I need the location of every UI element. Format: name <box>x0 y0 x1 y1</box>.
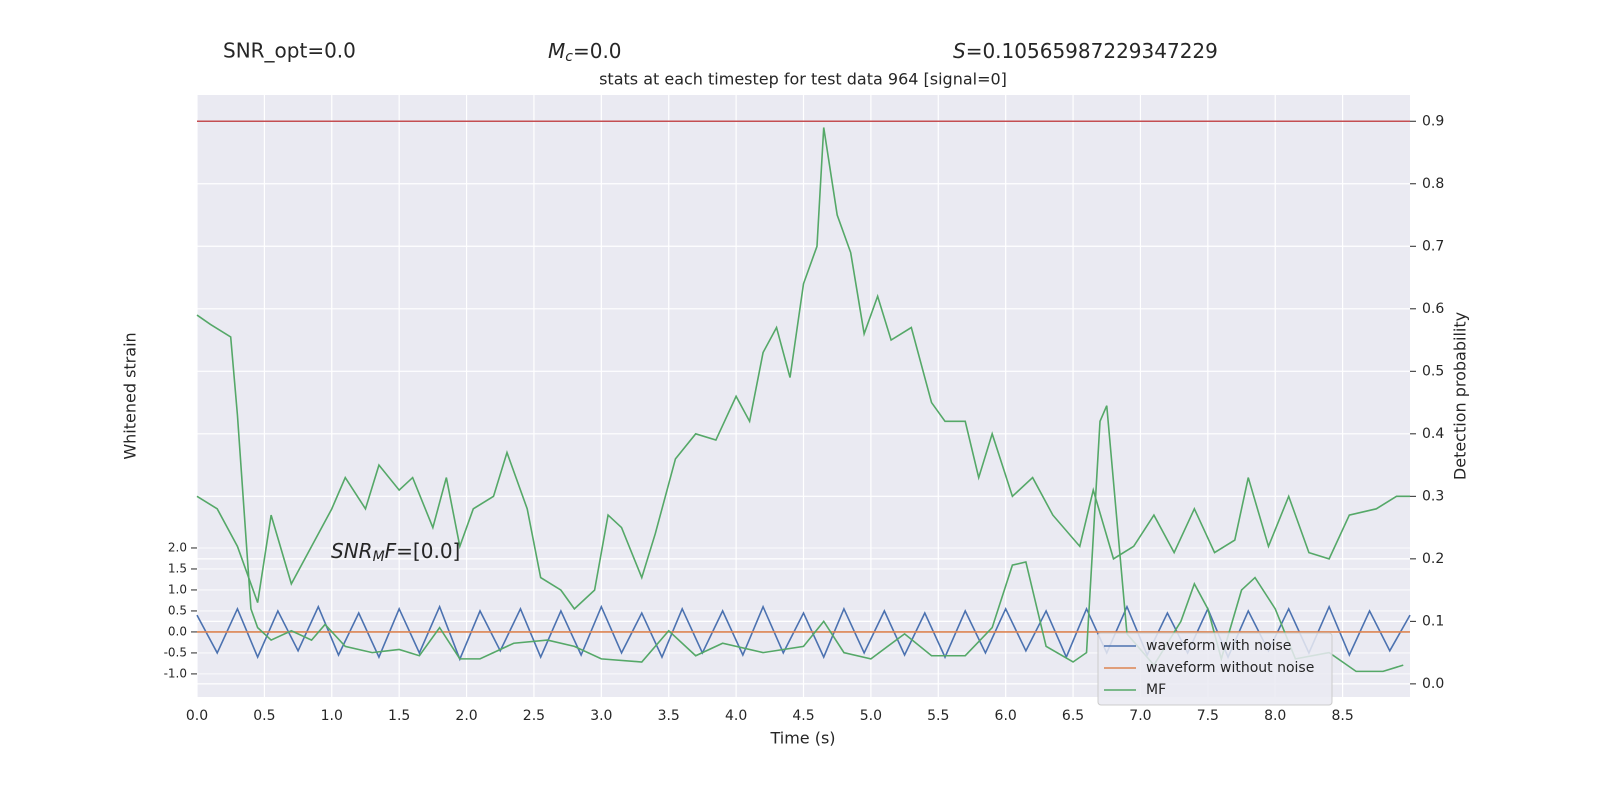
x-tick-label: 4.0 <box>725 708 747 724</box>
mc-symbol: M <box>548 39 565 63</box>
x-tick-label: 5.5 <box>927 708 949 724</box>
y-tick-label: -0.5 <box>164 645 187 659</box>
x-axis-label: Time (s) <box>769 729 835 748</box>
s-label: S=0.10565987229347229 <box>953 39 1218 63</box>
s-symbol: S <box>953 39 966 63</box>
s-value: =0.10565987229347229 <box>966 39 1218 63</box>
x-tick-label: 2.0 <box>455 708 477 724</box>
y2-tick-label: 0.3 <box>1422 488 1444 504</box>
mc-subscript: c <box>565 49 573 65</box>
y-tick-label: -1.0 <box>164 666 187 680</box>
mc-label: Mc=0.0 <box>548 39 622 66</box>
x-tick-label: 2.5 <box>523 708 545 724</box>
x-tick-label: 3.5 <box>658 708 680 724</box>
legend: waveform with noise waveform without nois… <box>1097 632 1333 706</box>
y2-tick-label: 0.2 <box>1422 551 1444 567</box>
x-tick-label: 8.5 <box>1331 708 1353 724</box>
x-tick-label: 4.5 <box>792 708 814 724</box>
snr-mf-subscript: M <box>373 549 385 565</box>
x-tick-label: 0.0 <box>186 708 208 724</box>
y2-tick-label: 0.7 <box>1422 238 1444 254</box>
snr-mf-symbol: SNR <box>331 539 373 563</box>
x-tick-label: 7.5 <box>1197 708 1219 724</box>
series-line <box>196 314 1404 673</box>
y-tick-label: 2.0 <box>168 540 187 554</box>
y-tick-label: 0.5 <box>168 603 187 617</box>
marks <box>196 120 1411 673</box>
y2-tick-label: 0.5 <box>1422 363 1444 379</box>
y2-tick-label: 0.0 <box>1422 676 1444 692</box>
y-axis-label: Whitened strain <box>121 332 140 459</box>
y2-tick-label: 0.1 <box>1422 613 1444 629</box>
y2-axis-label: Detection probability <box>1451 312 1470 480</box>
x-tick-label: 0.5 <box>253 708 275 724</box>
legend-box <box>1097 632 1333 706</box>
legend-label: waveform with noise <box>1146 638 1291 654</box>
series-line <box>196 127 1410 611</box>
y-tick-label: 1.0 <box>168 582 187 596</box>
y2-tick-label: 0.6 <box>1422 301 1444 317</box>
snr-mf-symbol2: F <box>385 539 397 563</box>
legend-label: waveform without noise <box>1146 660 1314 676</box>
x-tick-label: 1.5 <box>388 708 410 724</box>
legend-label: MF <box>1146 682 1166 698</box>
y-tick-label: 0.0 <box>168 624 187 638</box>
y2-tick-label: 0.4 <box>1422 426 1444 442</box>
snr-opt: SNR_opt=0.0 <box>223 39 356 63</box>
x-tick-label: 3.0 <box>590 708 612 724</box>
mc-value: =0.0 <box>573 39 622 63</box>
x-tick-label: 8.0 <box>1264 708 1286 724</box>
snr-mf: SNRMF=[0.0] <box>331 539 460 566</box>
x-tick-label: 6.5 <box>1062 708 1084 724</box>
chart-title: stats at each timestep for test data 964… <box>599 70 1007 89</box>
snr-mf-value: =[0.0] <box>396 539 460 563</box>
y2-tick-label: 0.8 <box>1422 176 1444 192</box>
y2-tick-label: 0.9 <box>1422 113 1444 129</box>
x-tick-label: 1.0 <box>321 708 343 724</box>
x-tick-label: 6.0 <box>995 708 1017 724</box>
x-tick-label: 7.0 <box>1129 708 1151 724</box>
y-tick-label: 1.5 <box>168 561 187 575</box>
x-tick-label: 5.0 <box>860 708 882 724</box>
